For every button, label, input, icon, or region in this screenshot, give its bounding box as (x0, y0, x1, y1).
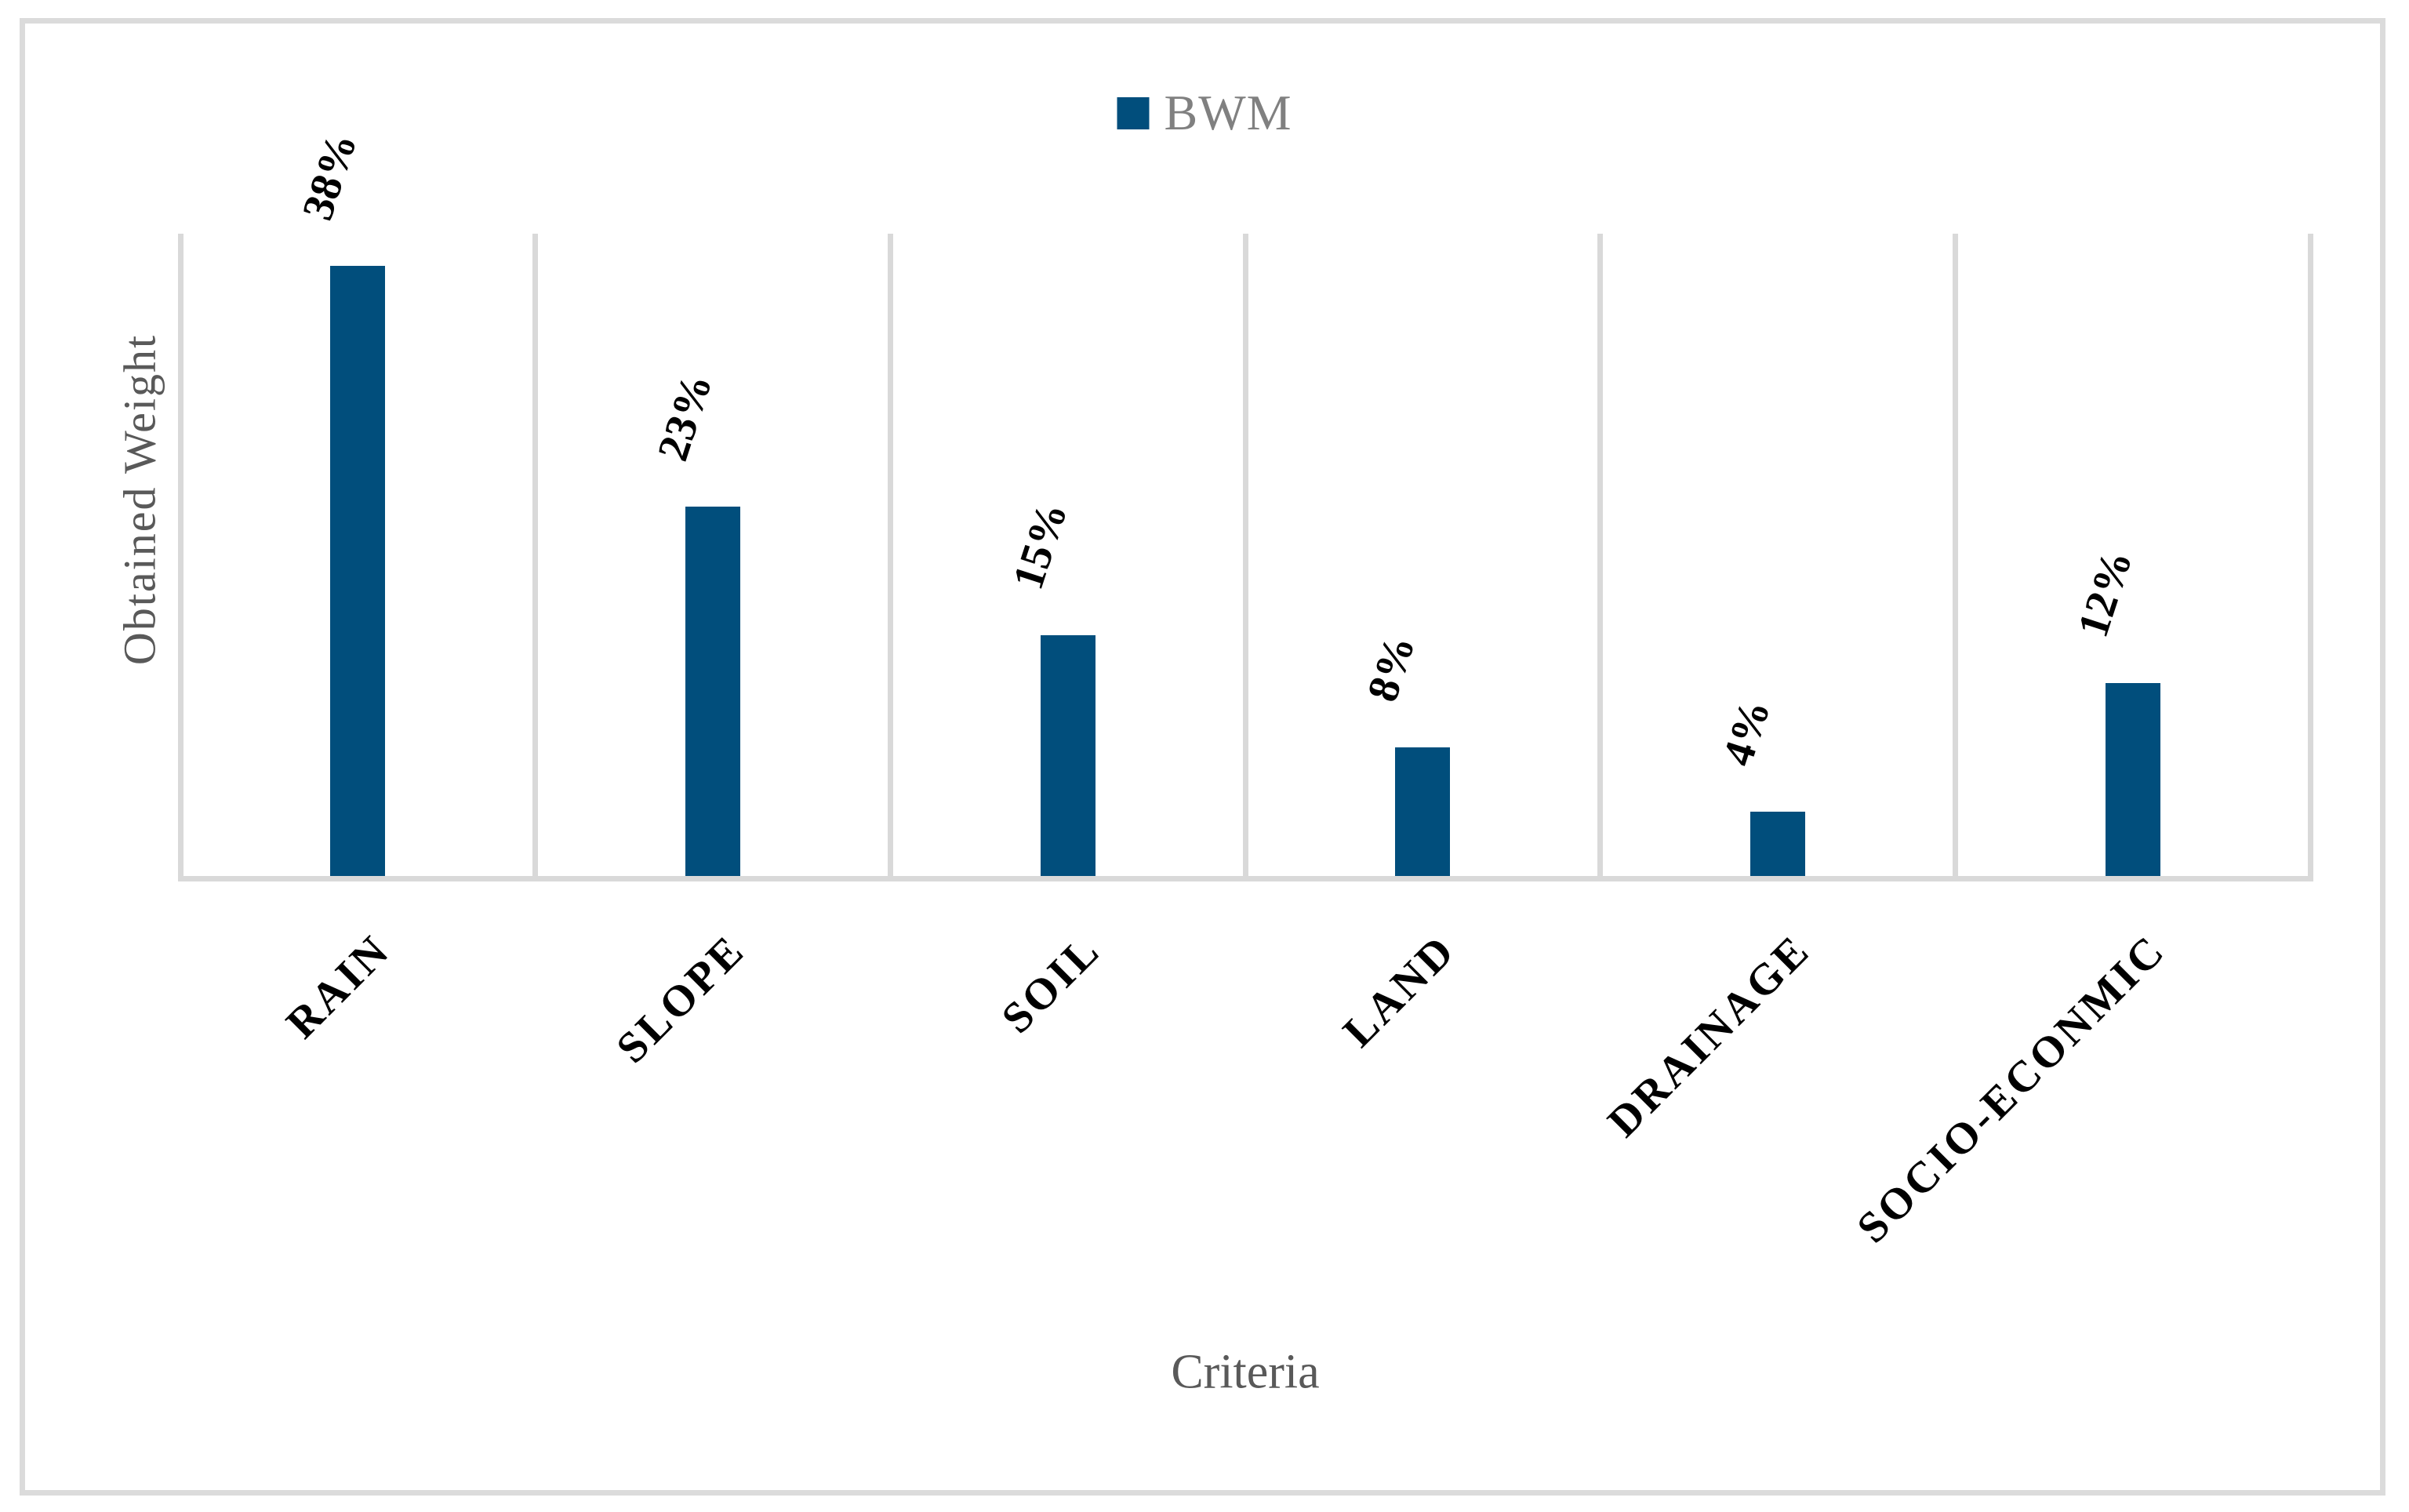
vertical-gridline (887, 234, 893, 876)
vertical-gridline (2307, 234, 2313, 876)
legend-label: BWM (1164, 85, 1292, 140)
legend-marker-square (1117, 96, 1150, 129)
bar-soil (1040, 634, 1095, 876)
vertical-gridline (1597, 234, 1604, 876)
vertical-gridline (1952, 234, 1958, 876)
y-axis-title: Obtained Weight (114, 333, 165, 666)
bar-drainage (1750, 812, 1805, 876)
bar-land (1395, 747, 1451, 876)
bar-socio-econmic (2105, 683, 2160, 876)
vertical-gridline (1242, 234, 1248, 876)
legend: BWM (1117, 88, 1292, 138)
bar-slope (685, 507, 740, 876)
x-axis-line (177, 876, 2313, 881)
vertical-gridline (532, 234, 539, 876)
x-axis-title: Criteria (1171, 1345, 1320, 1399)
y-axis-line (177, 234, 183, 876)
bar-rain (330, 265, 386, 876)
chart-outer-border (20, 18, 2385, 1496)
